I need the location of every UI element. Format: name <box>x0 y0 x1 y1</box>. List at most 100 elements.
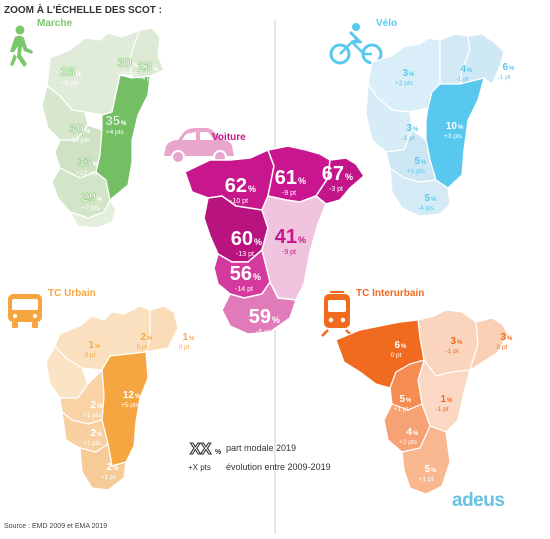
region-share-value: 12 <box>123 390 135 401</box>
region-change-value: -14 pt <box>235 286 253 293</box>
region-share-value: 6 <box>394 340 400 351</box>
region-change-value: +5 pts <box>121 402 140 409</box>
region-change-value: 0 pt <box>137 344 148 351</box>
map-region <box>95 74 151 202</box>
region-share-value: 2 <box>90 428 96 439</box>
region-share-value: 3 <box>406 123 412 134</box>
region-change-value: +4 pts <box>106 129 125 136</box>
region-change-value: 0 pt <box>497 344 508 351</box>
map-region <box>145 305 179 353</box>
region-share-unit: % <box>298 176 306 186</box>
region-share-unit: % <box>447 398 453 404</box>
region-share-value: 3 <box>402 68 408 79</box>
region-label: 3 % 0 pt <box>497 332 513 351</box>
region-share-value: 67 <box>322 163 344 185</box>
region-change-value: +1 pt <box>101 474 116 481</box>
region-label: 23 % +4 pts <box>137 59 159 82</box>
region-share-unit: % <box>298 235 306 245</box>
region-share-unit: % <box>409 72 415 78</box>
region-change-value: 0 pt <box>391 352 402 359</box>
region-label: 56 %-14 pt <box>230 263 261 293</box>
region-label: 12 % +5 pts <box>121 390 141 409</box>
region-label: 62 %-10 pt <box>225 175 256 205</box>
legend-symbol-unit: % <box>215 449 222 456</box>
region-share-unit: % <box>253 272 261 282</box>
map-region <box>468 317 509 372</box>
map-region <box>79 442 127 491</box>
legend: XX % part modale 2019 +X pts évolution e… <box>188 440 331 472</box>
region-label: 29 % +7 pts <box>81 189 103 212</box>
region-share-value: 61 <box>275 167 297 189</box>
region-share-value: 1 <box>88 340 94 351</box>
region-label: 28 % +9 pts <box>60 64 82 87</box>
region-label: 3 % +2 pts <box>395 68 415 87</box>
region-share-unit: % <box>345 172 353 182</box>
region-share-unit: % <box>93 162 99 168</box>
region-label: 35 % +4 pts <box>105 113 127 136</box>
region-label: 33 % +10 pts <box>76 154 99 177</box>
region-label: 41 %-9 pt <box>275 226 306 256</box>
region-change-value: -10 pt <box>230 198 248 205</box>
region-change-value: +7 pts <box>82 205 101 212</box>
region-share-unit: % <box>421 160 427 166</box>
region-label: 5 % -4 pts <box>418 193 437 212</box>
region-share-unit: % <box>76 72 82 78</box>
region-change-value: +4 pts <box>138 75 157 82</box>
region-share-value: 6 <box>502 62 508 73</box>
region-label: 3 % -1 pt <box>401 123 419 142</box>
region-share-unit: % <box>272 315 280 325</box>
region-change-value: +1 pt <box>419 476 434 483</box>
region-label: 59 %-5 pt <box>249 306 280 336</box>
region-change-value: +2 pts <box>399 439 418 446</box>
region-share-unit: % <box>457 340 463 346</box>
region-change-value: +1 pts <box>83 440 102 447</box>
region-share-unit: % <box>135 394 141 400</box>
region-change-value: +1 pts <box>83 412 102 419</box>
region-change-value: -5 pt <box>256 329 270 336</box>
region-share-value: 5 <box>424 464 430 475</box>
region-share-unit: % <box>97 404 103 410</box>
region-share-value: 41 <box>275 226 297 248</box>
region-label: 30 % +12 pts <box>68 121 91 144</box>
region-share-unit: % <box>431 468 437 474</box>
map-region <box>389 166 451 217</box>
page-title: ZOOM À L'ÉCHELLE DES SCOT : <box>4 3 162 16</box>
region-change-value: -9 pt <box>282 190 296 197</box>
region-label: 1 % -1 pt <box>435 394 453 413</box>
region-label: 4 % +2 pts <box>399 427 419 446</box>
car-icon <box>164 128 234 164</box>
region-share-unit: % <box>406 398 412 404</box>
legend-evo-symbol: +X pts <box>188 463 211 472</box>
region-label: 2 % +1 pt <box>101 462 119 481</box>
region-label: 5 % +1 pt <box>394 394 412 413</box>
region-share-value: 10 <box>446 121 458 132</box>
region-label: 61 %-9 pt <box>275 167 306 197</box>
region-change-value: -3 pt <box>329 186 343 193</box>
region-label: 3 % -1 pt <box>445 336 463 355</box>
region-share-value: 3 <box>500 332 506 343</box>
region-share-unit: % <box>97 197 103 203</box>
region-change-value: +9 pts <box>61 80 80 87</box>
legend-evo-label: évolution entre 2009-2019 <box>226 462 331 472</box>
walking-person-icon <box>10 25 33 67</box>
region-share-unit: % <box>458 125 464 131</box>
adeus-logo: adeus <box>452 490 504 511</box>
region-change-value: -1 pt <box>455 76 468 83</box>
region-label: 2 % +1 pts <box>83 400 103 419</box>
region-change-value: -9 pt <box>282 249 296 256</box>
region-share-value: 60 <box>231 228 253 250</box>
region-share-value: 2 <box>90 400 96 411</box>
region-share-value: 4 <box>460 64 466 75</box>
region-label: 6 % -1 pt <box>497 62 515 81</box>
legend-symbol: XX <box>190 441 212 458</box>
region-share-unit: % <box>413 431 419 437</box>
region-share-unit: % <box>97 432 103 438</box>
region-share-value: 59 <box>249 306 271 328</box>
region-share-unit: % <box>95 344 101 350</box>
region-label: 10 % +3 pts <box>444 121 464 140</box>
region-share-unit: % <box>401 344 407 350</box>
panel-title-tc-interurbain: TC Interurbain <box>356 288 424 299</box>
